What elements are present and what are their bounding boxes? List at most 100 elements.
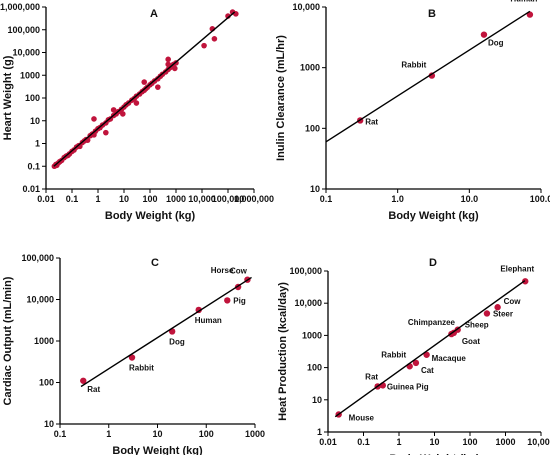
y-tick-label: 10,000: [292, 2, 320, 12]
data-point: [423, 351, 430, 358]
chart-panel-a: 0.010.1110100100010,000100,0001,000,0000…: [0, 2, 274, 222]
x-tick-label: 1000: [166, 194, 186, 204]
point-label: Pig: [233, 296, 246, 305]
y-axis-label: Cardiac Output (mL/min): [2, 276, 14, 405]
x-axis-label: Body Weight (kg): [388, 210, 479, 222]
y-tick-label: 1000: [20, 70, 40, 80]
x-tick-label: 100,000: [212, 194, 245, 204]
data-point: [428, 72, 436, 79]
regression-line: [80, 276, 252, 388]
data-point: [141, 79, 148, 85]
x-tick-label: 1: [396, 437, 401, 447]
y-tick-label: 10,000: [294, 298, 322, 308]
panel-label: B: [428, 8, 436, 20]
data-point: [172, 65, 178, 72]
y-tick-label: 100: [307, 363, 322, 373]
y-tick-label: 1000: [34, 336, 54, 346]
x-tick-label: 10.0: [461, 194, 479, 204]
point-label: Human: [195, 316, 222, 325]
point-label: Mouse: [349, 413, 375, 422]
point-label: Rabbit: [129, 364, 154, 373]
point-label: Guinea Pig: [387, 382, 429, 391]
data-point: [224, 297, 231, 304]
point-label: Rat: [365, 372, 378, 381]
y-tick-label: 1000: [302, 330, 322, 340]
x-tick-label: 100.0: [530, 194, 550, 204]
point-label: Sheep: [465, 321, 489, 330]
x-tick-label: 100: [142, 194, 157, 204]
x-tick-label: 10,000: [188, 194, 216, 204]
y-tick-label: 10: [310, 184, 320, 194]
y-tick-label: 10: [30, 116, 40, 126]
x-tick-label: 100: [199, 429, 214, 439]
x-axis-label: Body Weight (kg): [389, 453, 480, 455]
panel-label: D: [429, 257, 437, 269]
x-tick-label: 100: [462, 437, 477, 447]
data-point: [480, 31, 488, 38]
data-point: [155, 84, 161, 90]
data-point: [522, 278, 529, 285]
y-axis-label: Heat Production (kcal/day): [277, 282, 289, 421]
point-label: Rabbit: [381, 350, 406, 359]
y-tick-label: 10,000: [12, 48, 40, 58]
x-tick-label: 10: [429, 437, 439, 447]
x-tick-label: 1000: [495, 437, 515, 447]
point-label: Goat: [462, 337, 481, 346]
data-point: [201, 42, 207, 49]
point-label: Steer: [493, 309, 513, 318]
y-tick-label: 10: [44, 419, 54, 429]
point-label: Dog: [169, 337, 185, 346]
x-tick-label: 10: [152, 429, 162, 439]
x-tick-label: 0.01: [319, 437, 337, 447]
y-tick-label: 100,000: [21, 253, 54, 263]
x-tick-label: 10: [119, 194, 129, 204]
point-label: Cow: [504, 297, 522, 306]
y-tick-label: 0.1: [27, 161, 40, 171]
data-point: [165, 56, 171, 63]
x-tick-label: 0.1: [54, 429, 67, 439]
point-label: Cow: [230, 267, 248, 276]
x-tick-label: 0.1: [320, 194, 333, 204]
x-axis-label: Body Weight (kg): [112, 445, 203, 455]
data-point: [494, 304, 501, 311]
data-point: [165, 61, 171, 68]
regression-line: [325, 10, 531, 143]
point-label: Rabbit: [401, 61, 426, 70]
y-tick-label: 10: [312, 395, 322, 405]
y-axis-label: Heart Weight (g): [2, 55, 14, 140]
x-tick-label: 1.0: [391, 194, 404, 204]
y-tick-label: 1,000,000: [0, 2, 40, 12]
regression-line: [334, 280, 526, 418]
point-label: Rat: [365, 117, 378, 126]
data-point: [412, 359, 420, 367]
x-tick-label: 1: [95, 194, 100, 204]
y-tick-label: 100: [25, 93, 40, 103]
y-tick-label: 100,000: [289, 266, 322, 276]
data-point: [211, 36, 218, 42]
y-tick-label: 10,000: [26, 295, 54, 305]
data-point: [483, 310, 491, 317]
data-point: [120, 111, 126, 117]
x-tick-label: 0.01: [37, 194, 55, 204]
point-label: Elephant: [500, 264, 534, 273]
point-label: Chimpanzee: [408, 318, 456, 327]
data-point: [80, 377, 87, 384]
chart-panel-b: 10 100 1000 10,000 0.1 1.0 10.0 100.0 Body Weigh…: [275, 0, 550, 222]
data-point: [133, 100, 140, 106]
data-point: [91, 116, 97, 122]
x-tick-label: 0.1: [357, 437, 370, 447]
x-axis-label: Body Weight (kg): [105, 210, 196, 222]
y-tick-label: 100,000: [7, 25, 40, 35]
y-tick-label: 100: [39, 378, 54, 388]
chart-panel-c: 10 100 1000 10,000 100,000 0.1 1 10 100 1000 Body …: [2, 253, 265, 455]
y-axis-label: Inulin Clearance (mL/hr): [275, 35, 287, 161]
point-label: Human: [510, 0, 537, 4]
y-tick-label: 1000: [300, 63, 320, 73]
panel-label: A: [150, 8, 158, 20]
y-tick-label: 0.01: [22, 184, 40, 194]
x-tick-label: 1000: [245, 429, 265, 439]
x-tick-label: 1: [106, 429, 111, 439]
data-point: [128, 354, 136, 361]
data-point: [103, 129, 109, 136]
